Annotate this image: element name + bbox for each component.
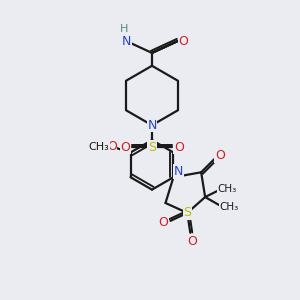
Text: N: N: [122, 34, 131, 47]
Text: O: O: [174, 140, 184, 154]
Text: O: O: [215, 149, 225, 162]
Text: S: S: [148, 140, 156, 154]
Text: CH₃: CH₃: [88, 142, 109, 152]
Text: CH₃: CH₃: [219, 202, 238, 212]
Text: N: N: [174, 165, 183, 178]
Text: O: O: [120, 140, 130, 154]
Text: O: O: [159, 216, 169, 229]
Text: H: H: [120, 24, 128, 34]
Text: S: S: [183, 206, 191, 219]
Text: O: O: [179, 34, 189, 47]
Text: CH₃: CH₃: [217, 184, 237, 194]
Text: O: O: [107, 140, 117, 153]
Text: N: N: [147, 119, 157, 132]
Text: O: O: [187, 235, 197, 248]
